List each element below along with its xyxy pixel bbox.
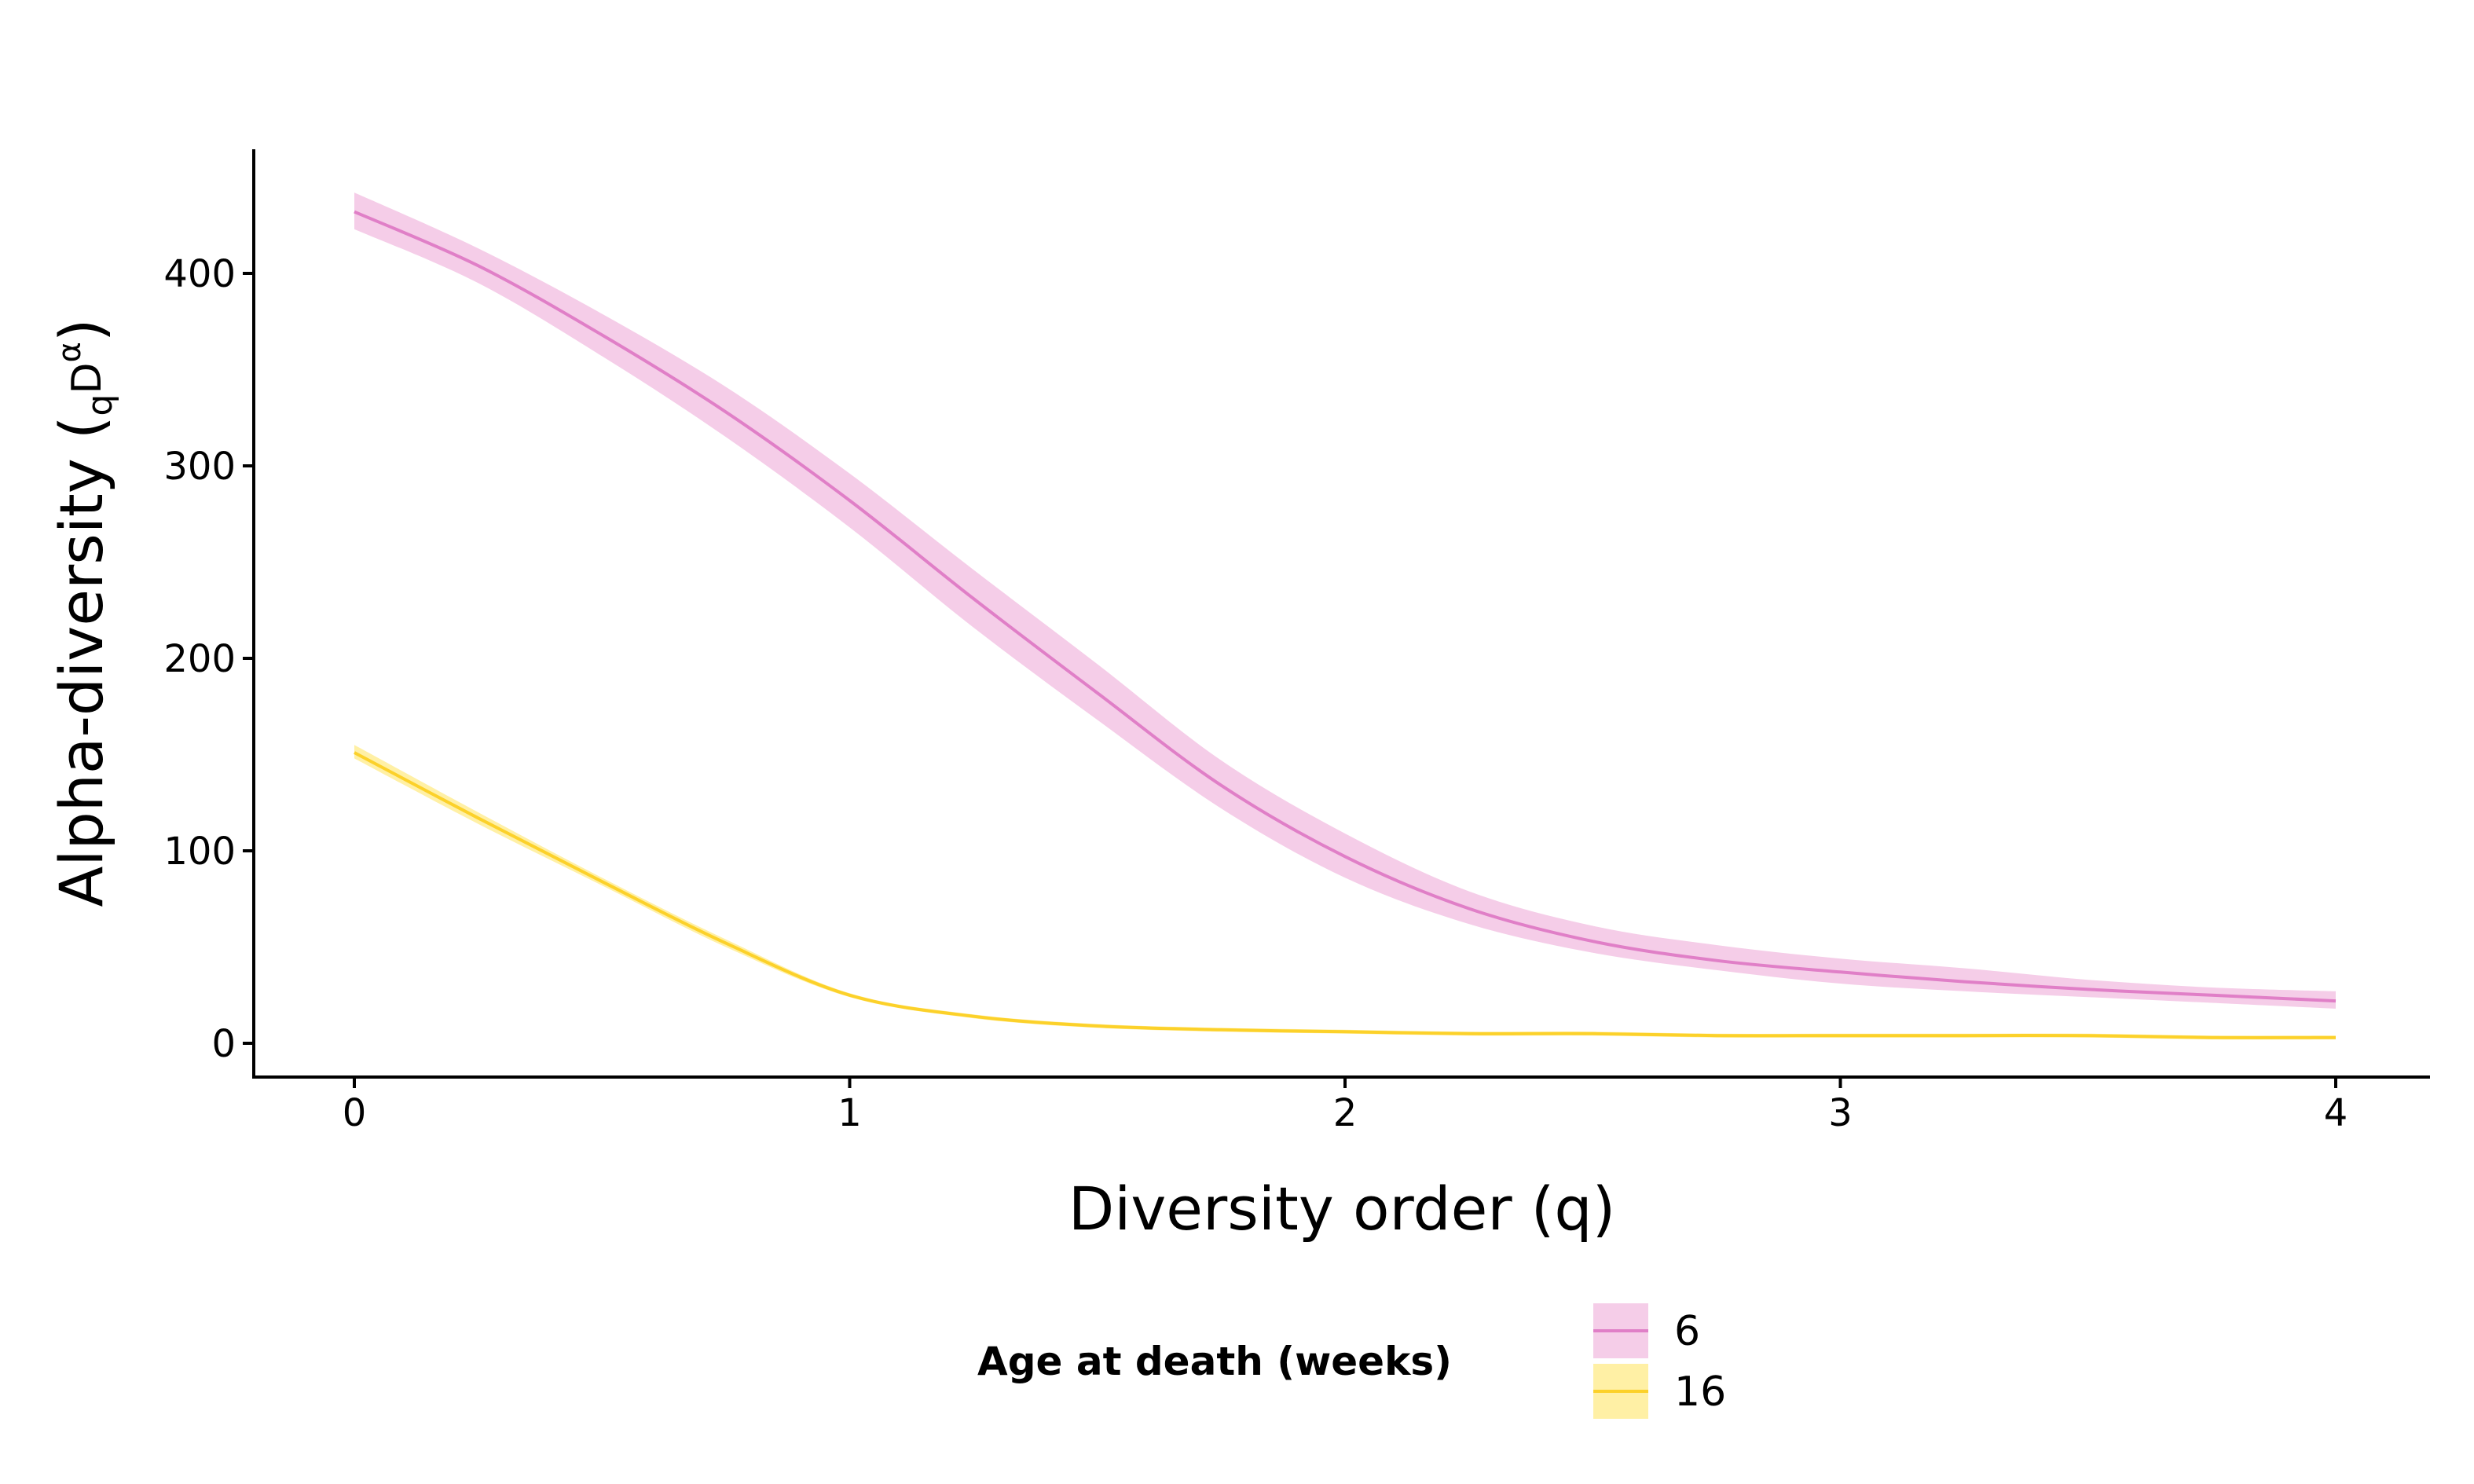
series-16-line xyxy=(354,751,2337,1039)
legend: Age at death (weeks) 616 xyxy=(977,1303,1726,1419)
y-axis-title: Alpha-diversity (qDα) xyxy=(46,318,120,907)
x-tick-label: 4 xyxy=(2324,1091,2348,1135)
y-axis-title-subscript: q xyxy=(80,394,120,416)
y-axis-title-main: Alpha-diversity ( xyxy=(46,416,116,907)
legend-keys: 616 xyxy=(1593,1303,1726,1419)
legend-label-16: 16 xyxy=(1674,1369,1726,1416)
y-axis-title-close: ) xyxy=(46,318,116,342)
confidence-ribbons xyxy=(354,192,2336,1040)
x-tick-label: 2 xyxy=(1333,1091,1358,1135)
y-axis-ticks: 0 100 200 300 400 xyxy=(163,252,252,1066)
x-axis-title: Diversity order (q) xyxy=(1068,1174,1616,1244)
x-tick-label: 0 xyxy=(343,1091,367,1135)
legend-title: Age at death (weeks) xyxy=(977,1339,1452,1384)
series-6-line xyxy=(354,210,2337,1003)
series-lines xyxy=(354,210,2337,1039)
y-tick-label: 400 xyxy=(163,252,236,296)
y-axis-title-base: D xyxy=(64,362,111,394)
y-tick-label: 100 xyxy=(163,830,236,874)
y-tick-label: 300 xyxy=(163,445,236,489)
x-tick-label: 1 xyxy=(837,1091,862,1135)
series-6-ribbon xyxy=(354,192,2336,1009)
y-tick-label: 0 xyxy=(211,1022,236,1066)
series-16-ribbon xyxy=(354,745,2336,1040)
x-tick-label: 3 xyxy=(1828,1091,1853,1135)
y-tick-label: 200 xyxy=(163,637,236,681)
x-axis-ticks: 0 1 2 3 4 xyxy=(343,1079,2348,1135)
legend-label-6: 6 xyxy=(1674,1308,1700,1355)
y-axis-title-superscript: α xyxy=(52,342,88,362)
